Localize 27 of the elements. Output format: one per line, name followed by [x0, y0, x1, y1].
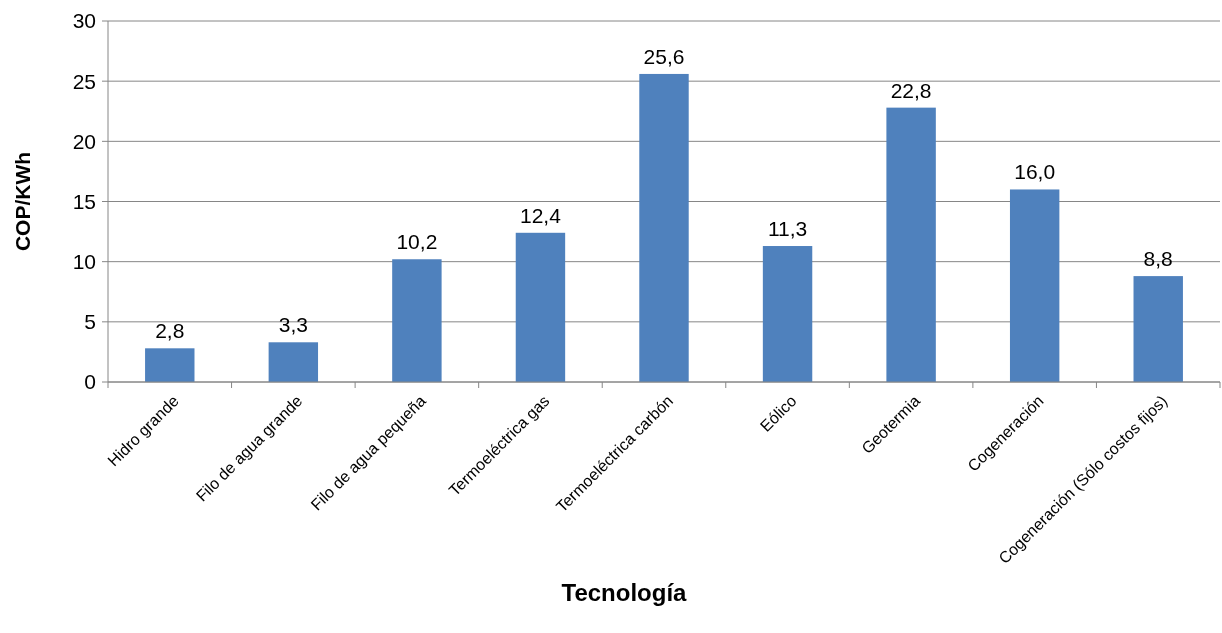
data-label: 2,8 — [155, 319, 185, 343]
data-label: 10,2 — [396, 230, 438, 254]
y-tick-label: 10 — [72, 250, 96, 274]
bar — [145, 348, 195, 382]
data-label: 8,8 — [1143, 247, 1173, 271]
y-axis-title: COP/KWh — [11, 151, 34, 252]
y-tick-label: 0 — [84, 370, 96, 394]
bar — [639, 73, 689, 382]
bar — [762, 246, 813, 382]
y-tick-label: 5 — [84, 310, 96, 334]
y-tick-label: 30 — [72, 9, 96, 33]
bar — [515, 232, 566, 382]
bar — [1133, 276, 1183, 382]
x-axis-title: Tecnología — [561, 579, 688, 606]
bar — [1009, 189, 1060, 382]
data-label: 11,3 — [767, 217, 808, 241]
data-label: 16,0 — [1014, 160, 1056, 184]
y-tick-label: 20 — [72, 129, 96, 153]
data-label: 12,4 — [520, 203, 562, 227]
y-tick-label: 15 — [72, 189, 96, 213]
y-tick-label: 25 — [72, 69, 96, 93]
data-label: 22,8 — [890, 78, 932, 102]
bar — [886, 107, 936, 382]
bar — [392, 259, 442, 382]
bar — [268, 342, 319, 382]
data-label: 25,6 — [643, 44, 685, 68]
data-label: 3,3 — [278, 313, 308, 337]
